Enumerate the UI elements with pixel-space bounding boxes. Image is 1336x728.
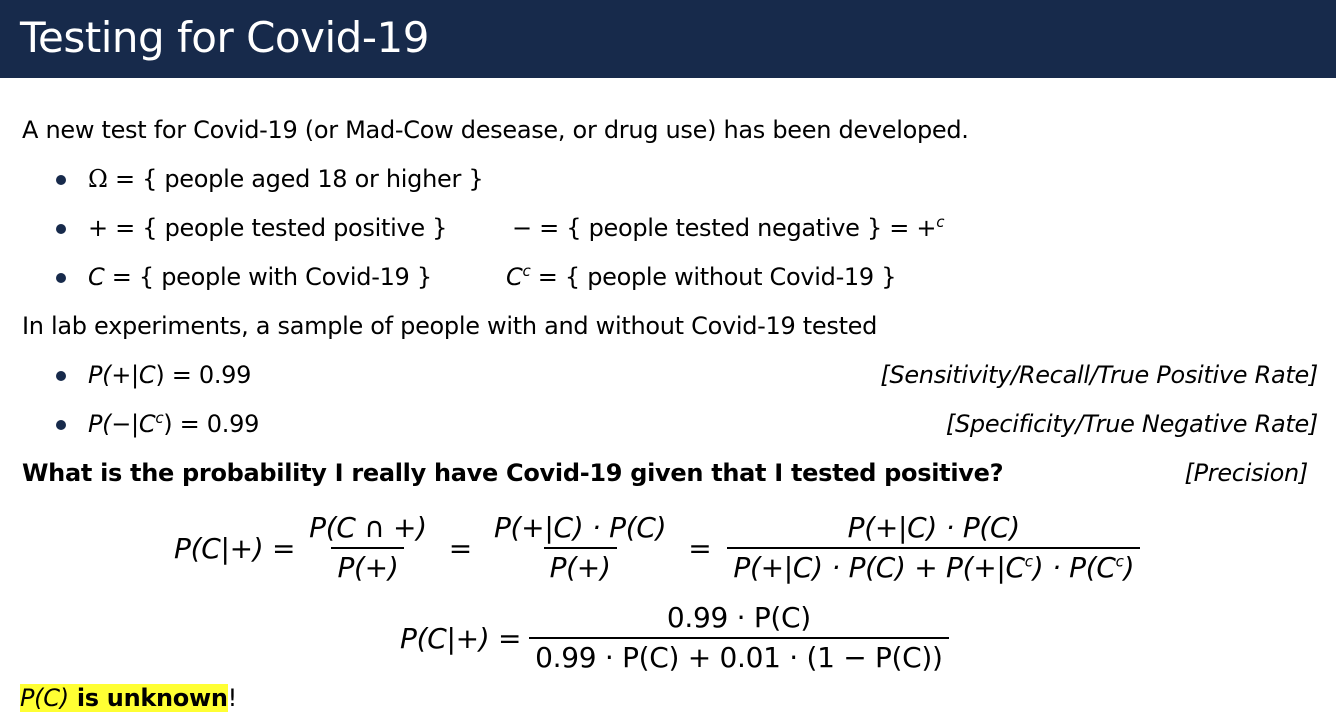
minus-definition: = { people tested negative } = + [531, 214, 937, 242]
eq1-lhs: P(C|+) = [174, 531, 296, 565]
specificity-expression: P(−|Cc) = 0.99 [88, 409, 260, 438]
omega-symbol: Ω [88, 165, 108, 193]
bullet-icon [56, 420, 66, 430]
plus-definition: = { people tested positive } [107, 214, 448, 242]
sensitivity-note: [Sensitivity/Recall/True Positive Rate] [880, 361, 1318, 389]
fraction-total-probability: P(+|C) · P(C) P(+|C) · P(C) + P(+|Cc) · … [727, 511, 1141, 585]
bullet-icon [56, 273, 66, 283]
specificity-note: [Specificity/True Negative Rate] [945, 410, 1318, 438]
eq2-lhs: P(C|+) = [400, 621, 522, 655]
fraction-intersection: P(C ∩ +) P(+) [309, 511, 427, 584]
bayes-equation: P(C|+) = P(C ∩ +) P(+) = P(+|C) · P(C) P… [174, 506, 1148, 590]
page-title: Testing for Covid-19 [20, 13, 429, 62]
lab-intro-text: In lab experiments, a sample of people w… [22, 312, 878, 340]
definition-cc: Cc = { people without Covid-19 } [506, 261, 896, 293]
cc-symbol: C [506, 263, 523, 291]
fraction-numeric: 0.99 · P(C) 0.99 · P(C) + 0.01 · (1 − P(… [529, 601, 949, 675]
question-text: What is the probability I really have Co… [22, 459, 1004, 487]
precision-note: [Precision] [1184, 459, 1309, 487]
plus-symbol: + [88, 214, 108, 242]
minus-symbol: − [512, 214, 532, 242]
highlighted-statement: P(C) is unknown [20, 684, 228, 712]
bullet-icon [56, 371, 66, 381]
sensitivity-expression: P(+|C) = 0.99 [88, 361, 252, 389]
unknown-note: P(C) is unknown! [20, 684, 237, 712]
definition-c: C = { people with Covid-19 } [88, 261, 432, 293]
numeric-equation: P(C|+) = 0.99 · P(C) 0.99 · P(C) + 0.01 … [400, 596, 957, 680]
definition-minus: − = { people tested negative } = +c [512, 212, 944, 244]
intro-text: A new test for Covid-19 (or Mad-Cow dese… [22, 116, 969, 144]
c-symbol: C [88, 263, 105, 291]
definition-omega: Ω = { people aged 18 or higher } [88, 163, 484, 195]
bullet-icon [56, 175, 66, 185]
definition-plus: + = { people tested positive } [88, 212, 447, 244]
c-definition: = { people with Covid-19 } [104, 263, 432, 291]
fraction-bayes: P(+|C) · P(C) P(+) [493, 511, 667, 584]
title-bar: Testing for Covid-19 [0, 0, 1336, 78]
omega-definition: = { people aged 18 or higher } [107, 165, 484, 193]
complement-superscript: c [522, 262, 531, 280]
complement-superscript: c [936, 213, 945, 231]
bullet-icon [56, 224, 66, 234]
cc-definition: = { people without Covid-19 } [530, 263, 897, 291]
